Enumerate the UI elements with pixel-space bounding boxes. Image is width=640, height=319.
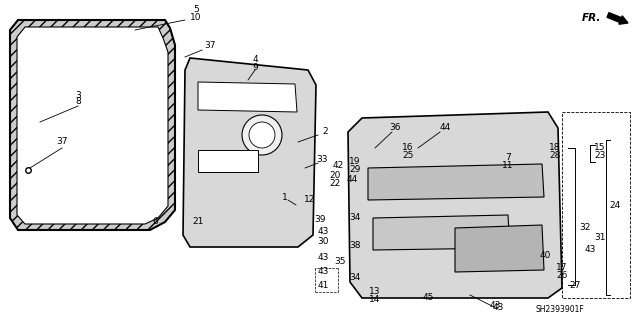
Polygon shape	[455, 225, 544, 272]
Text: 15: 15	[595, 144, 605, 152]
Text: 33: 33	[316, 155, 328, 165]
Text: 5: 5	[193, 5, 199, 14]
Text: 34: 34	[349, 273, 361, 283]
Text: 36: 36	[389, 123, 401, 132]
Text: 43: 43	[492, 303, 504, 313]
Text: 43: 43	[317, 268, 329, 277]
Text: 4: 4	[252, 56, 258, 64]
Text: 26: 26	[556, 271, 568, 279]
Text: 19: 19	[349, 158, 361, 167]
Text: 25: 25	[403, 151, 413, 160]
Text: 11: 11	[502, 160, 514, 169]
Text: 9: 9	[252, 63, 258, 71]
Text: SH2393901F: SH2393901F	[536, 306, 584, 315]
Text: 38: 38	[349, 241, 361, 249]
Text: 29: 29	[349, 165, 361, 174]
FancyArrow shape	[607, 13, 628, 24]
Text: 20: 20	[330, 172, 340, 181]
Polygon shape	[17, 27, 168, 224]
Polygon shape	[198, 82, 297, 112]
Text: 37: 37	[56, 137, 68, 146]
Text: 8: 8	[75, 98, 81, 107]
Text: FR.: FR.	[582, 13, 602, 23]
Text: 21: 21	[192, 218, 204, 226]
Text: 44: 44	[346, 174, 358, 183]
Text: 30: 30	[317, 238, 329, 247]
Polygon shape	[373, 215, 510, 250]
Circle shape	[242, 115, 282, 155]
Text: 31: 31	[595, 234, 605, 242]
Text: 14: 14	[369, 295, 381, 305]
Text: 44: 44	[440, 123, 451, 132]
Polygon shape	[10, 20, 175, 230]
Text: 16: 16	[403, 144, 413, 152]
Text: 28: 28	[549, 151, 561, 160]
Text: 40: 40	[540, 250, 550, 259]
Text: 34: 34	[349, 213, 361, 222]
Polygon shape	[348, 112, 562, 298]
Text: 12: 12	[304, 196, 316, 204]
Text: 45: 45	[422, 293, 434, 302]
Text: 39: 39	[314, 216, 326, 225]
Text: 23: 23	[595, 151, 605, 160]
Polygon shape	[368, 164, 544, 200]
Text: 32: 32	[579, 224, 591, 233]
Circle shape	[249, 122, 275, 148]
Text: 37: 37	[204, 41, 216, 50]
Text: 17: 17	[556, 263, 568, 272]
Text: 42: 42	[332, 160, 344, 169]
Polygon shape	[198, 150, 258, 172]
Text: 10: 10	[190, 12, 202, 21]
Text: 43: 43	[317, 227, 329, 236]
Polygon shape	[183, 58, 316, 247]
Text: 24: 24	[609, 201, 621, 210]
Text: 2: 2	[322, 128, 328, 137]
Text: 3: 3	[75, 91, 81, 100]
Text: 13: 13	[369, 287, 381, 296]
Text: 18: 18	[549, 144, 561, 152]
Text: 43: 43	[490, 300, 500, 309]
Text: 7: 7	[505, 153, 511, 162]
Text: 41: 41	[317, 280, 329, 290]
Text: 6: 6	[152, 218, 158, 226]
Text: 27: 27	[570, 280, 580, 290]
Text: 1: 1	[282, 194, 288, 203]
Text: 22: 22	[330, 179, 340, 188]
Text: 35: 35	[334, 257, 346, 266]
Text: 43: 43	[584, 246, 596, 255]
Text: 43: 43	[317, 254, 329, 263]
